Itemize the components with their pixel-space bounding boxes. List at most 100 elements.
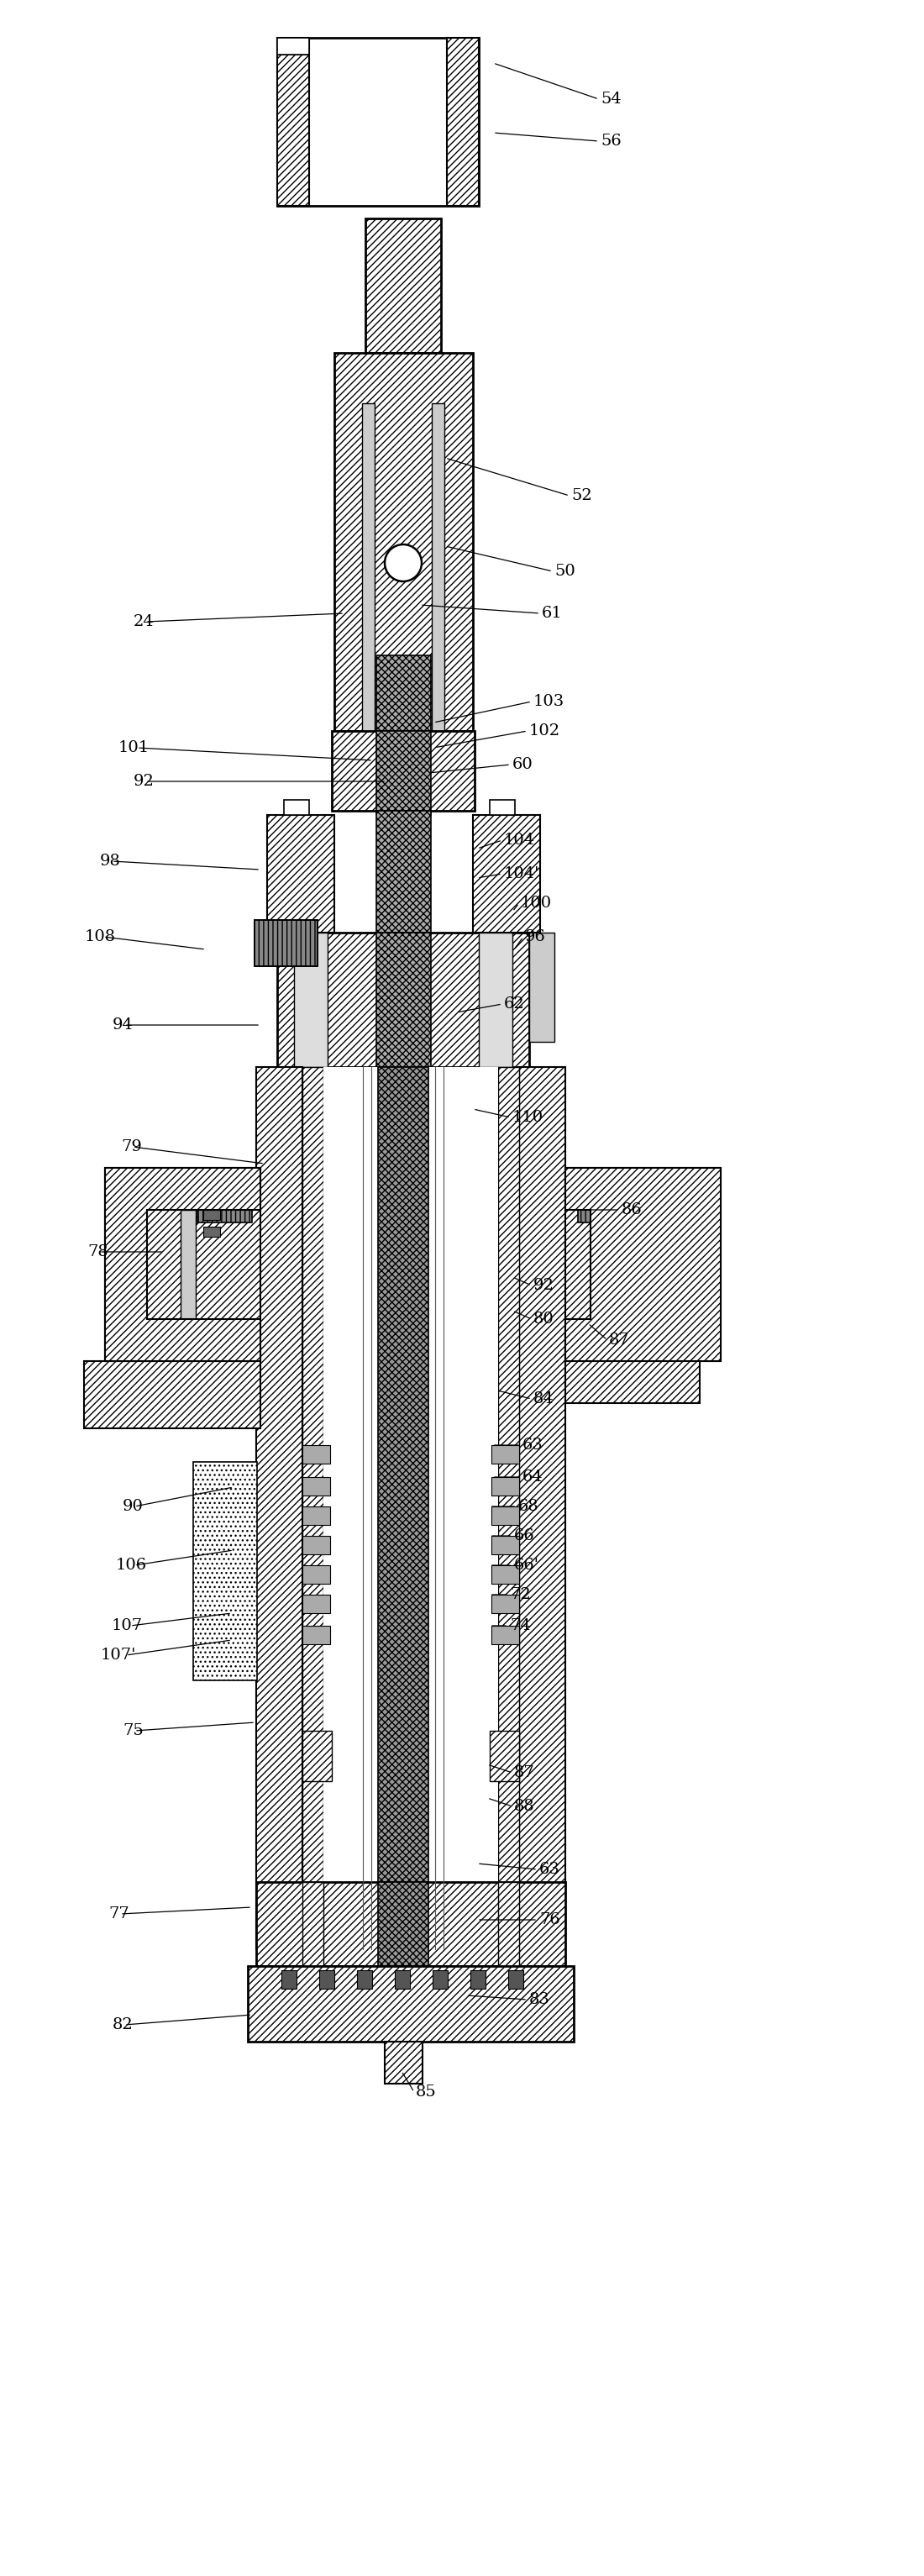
Bar xyxy=(302,1445,330,1463)
Bar xyxy=(492,1595,519,1613)
Bar xyxy=(519,1066,565,1950)
Bar xyxy=(384,2043,422,2084)
Bar xyxy=(105,1167,261,1360)
Text: 63: 63 xyxy=(540,1862,560,1878)
Text: 77: 77 xyxy=(108,1906,129,1922)
Bar xyxy=(334,353,473,732)
Bar xyxy=(256,1883,565,1965)
Polygon shape xyxy=(105,1167,261,1360)
Bar xyxy=(277,39,310,54)
Bar xyxy=(447,39,479,206)
Text: 62: 62 xyxy=(504,997,525,1012)
Bar xyxy=(492,1566,519,1584)
Text: 108: 108 xyxy=(85,930,116,945)
Bar xyxy=(508,1971,523,1989)
Text: 86: 86 xyxy=(622,1203,642,1218)
Bar xyxy=(323,1066,498,1950)
Text: 52: 52 xyxy=(571,487,592,502)
Text: 61: 61 xyxy=(541,605,563,621)
Bar xyxy=(492,1507,519,1525)
Text: 50: 50 xyxy=(554,564,575,580)
Bar xyxy=(254,920,318,966)
Bar xyxy=(565,1167,721,1360)
Bar xyxy=(492,1476,519,1497)
Bar xyxy=(378,1883,429,1965)
Text: 102: 102 xyxy=(529,724,560,739)
Bar xyxy=(277,39,310,54)
Bar xyxy=(490,801,515,814)
Text: 110: 110 xyxy=(513,1110,543,1126)
Bar xyxy=(302,1883,323,1965)
Bar xyxy=(365,219,441,353)
Bar xyxy=(302,1625,330,1643)
Bar xyxy=(302,1535,330,1553)
Text: 64: 64 xyxy=(522,1468,543,1484)
Text: 24: 24 xyxy=(134,613,154,629)
Bar xyxy=(282,1971,297,1989)
Text: 84: 84 xyxy=(533,1391,554,1406)
Bar xyxy=(193,1463,257,1680)
Bar xyxy=(256,1066,302,1950)
Bar xyxy=(203,1211,220,1221)
Text: 72: 72 xyxy=(510,1587,530,1602)
Bar xyxy=(267,814,334,933)
Bar xyxy=(376,732,431,811)
Text: 63: 63 xyxy=(522,1437,543,1453)
Text: 78: 78 xyxy=(88,1244,108,1260)
Bar xyxy=(565,1337,699,1404)
Text: 82: 82 xyxy=(113,2017,133,2032)
Bar xyxy=(395,1971,410,1989)
Bar xyxy=(473,814,541,933)
Text: 83: 83 xyxy=(529,1991,550,2007)
Text: 76: 76 xyxy=(540,1911,560,1927)
Bar xyxy=(203,1226,220,1236)
Text: 75: 75 xyxy=(123,1723,143,1739)
Text: 87: 87 xyxy=(514,1765,535,1780)
Bar xyxy=(302,1476,330,1497)
Text: 66: 66 xyxy=(514,1528,535,1543)
Bar xyxy=(362,404,374,732)
Bar xyxy=(479,933,513,1066)
Text: 79: 79 xyxy=(121,1139,142,1154)
Bar xyxy=(432,1971,448,1989)
Bar xyxy=(492,1445,519,1463)
Bar xyxy=(492,1535,519,1553)
Bar xyxy=(376,654,431,814)
Bar xyxy=(498,1066,519,1950)
Text: 107: 107 xyxy=(112,1618,143,1633)
Text: 100: 100 xyxy=(521,896,552,912)
Bar xyxy=(578,1167,633,1224)
Bar xyxy=(490,1731,519,1780)
Text: 96: 96 xyxy=(525,930,546,945)
Bar xyxy=(319,1971,334,1989)
Text: 88: 88 xyxy=(514,1798,535,1814)
Bar xyxy=(198,1167,252,1224)
Bar xyxy=(302,1566,330,1584)
Bar xyxy=(302,1066,323,1950)
Bar xyxy=(284,801,310,814)
Text: 104': 104' xyxy=(504,866,540,881)
Bar xyxy=(376,811,431,933)
Bar xyxy=(357,1971,372,1989)
Polygon shape xyxy=(565,1167,721,1360)
Text: 80: 80 xyxy=(533,1311,554,1327)
Bar xyxy=(302,1507,330,1525)
Text: 94: 94 xyxy=(113,1018,133,1033)
Bar xyxy=(180,1211,196,1319)
Text: 104: 104 xyxy=(504,832,535,848)
Text: 98: 98 xyxy=(100,853,121,868)
Bar xyxy=(185,1352,191,1404)
Bar xyxy=(294,933,328,1066)
Bar xyxy=(378,1066,429,1950)
Text: 90: 90 xyxy=(123,1499,143,1515)
Bar xyxy=(470,1971,485,1989)
Text: 74: 74 xyxy=(510,1618,530,1633)
Bar xyxy=(376,933,431,1066)
Bar xyxy=(432,404,444,732)
Text: 106: 106 xyxy=(116,1558,147,1574)
Text: 85: 85 xyxy=(416,2084,436,2099)
Bar xyxy=(302,1595,330,1613)
Bar xyxy=(277,933,529,1066)
Text: 60: 60 xyxy=(513,757,533,773)
Text: 103: 103 xyxy=(533,693,565,708)
